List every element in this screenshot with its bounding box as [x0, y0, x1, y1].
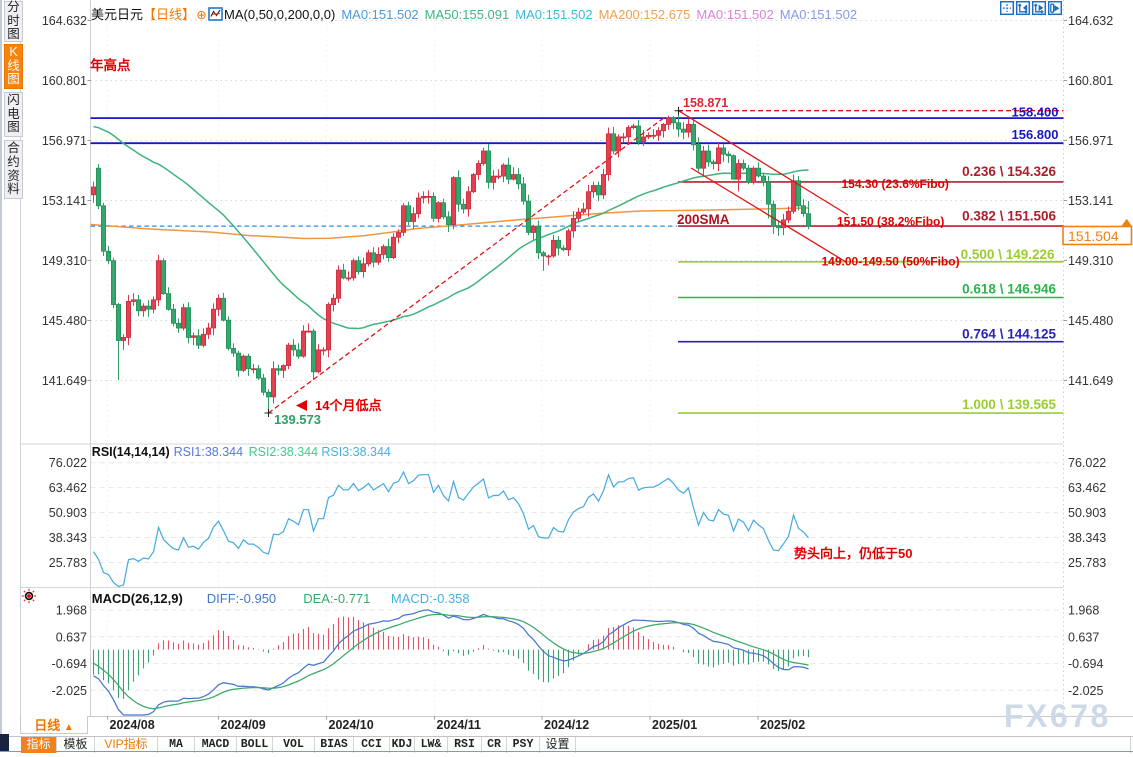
svg-text:DEA:-0.771: DEA:-0.771 [303, 591, 370, 606]
svg-text:-2.025: -2.025 [52, 684, 87, 698]
svg-text:2025/01: 2025/01 [652, 718, 697, 732]
svg-text:0.637: 0.637 [56, 630, 87, 644]
svg-text:0.500 \ 149.226: 0.500 \ 149.226 [961, 247, 1055, 262]
svg-text:2024/12: 2024/12 [544, 718, 589, 732]
svg-text:158.871: 158.871 [683, 96, 728, 110]
svg-text:1.968: 1.968 [1068, 604, 1099, 618]
svg-text:0.236 \ 154.326: 0.236 \ 154.326 [962, 164, 1056, 179]
svg-text:0.637: 0.637 [1068, 630, 1099, 644]
svg-text:2024/08: 2024/08 [110, 718, 155, 732]
svg-text:153.141: 153.141 [42, 194, 87, 208]
svg-text:RSI2:38.344: RSI2:38.344 [249, 445, 319, 459]
svg-text:158.400: 158.400 [1012, 105, 1059, 120]
svg-text:164.632: 164.632 [42, 14, 87, 28]
svg-text:1.000 \ 139.565: 1.000 \ 139.565 [962, 397, 1056, 412]
svg-text:160.801: 160.801 [1068, 74, 1113, 88]
svg-text:38.343: 38.343 [49, 531, 87, 545]
svg-text:76.022: 76.022 [1068, 456, 1106, 470]
svg-text:25.783: 25.783 [49, 556, 87, 570]
svg-text:14个月低点: 14个月低点 [315, 398, 381, 413]
svg-text:0.382 \ 151.506: 0.382 \ 151.506 [962, 209, 1056, 224]
svg-text:25.783: 25.783 [1068, 556, 1106, 570]
svg-text:0.618 \ 146.946: 0.618 \ 146.946 [962, 282, 1056, 297]
svg-text:1.968: 1.968 [56, 604, 87, 618]
svg-text:153.141: 153.141 [1068, 194, 1113, 208]
svg-text:RSI3:38.344: RSI3:38.344 [321, 445, 391, 459]
svg-text:2025/02: 2025/02 [760, 718, 805, 732]
svg-text:141.649: 141.649 [42, 374, 87, 388]
svg-text:DIFF:-0.950: DIFF:-0.950 [207, 591, 276, 606]
svg-text:149.310: 149.310 [42, 254, 87, 268]
svg-text:156.971: 156.971 [1068, 134, 1113, 148]
svg-text:164.632: 164.632 [1068, 14, 1113, 28]
svg-text:151.50 (38.2%Fibo): 151.50 (38.2%Fibo) [837, 214, 944, 228]
svg-text:年高点: 年高点 [90, 57, 131, 73]
svg-text:139.573: 139.573 [274, 412, 321, 427]
svg-text:63.462: 63.462 [1068, 481, 1106, 495]
svg-text:势头向上，仍低于50: 势头向上，仍低于50 [794, 546, 912, 561]
svg-text:-2.025: -2.025 [1068, 684, 1103, 698]
svg-text:151.504: 151.504 [1068, 228, 1119, 244]
svg-text:38.343: 38.343 [1068, 531, 1106, 545]
svg-text:76.022: 76.022 [49, 456, 87, 470]
svg-text:160.801: 160.801 [42, 74, 87, 88]
svg-text:156.971: 156.971 [42, 134, 87, 148]
svg-text:2024/11: 2024/11 [437, 718, 482, 732]
svg-text:141.649: 141.649 [1068, 374, 1113, 388]
svg-text:63.462: 63.462 [49, 481, 87, 495]
svg-text:154.30 (23.6%Fibo): 154.30 (23.6%Fibo) [842, 177, 949, 191]
svg-text:2024/10: 2024/10 [329, 718, 374, 732]
svg-text:156.800: 156.800 [1012, 127, 1059, 142]
svg-text:-0.694: -0.694 [52, 657, 87, 671]
svg-text:MACD(26,12,9): MACD(26,12,9) [92, 591, 183, 606]
svg-text:50.903: 50.903 [1068, 506, 1106, 520]
svg-text:2024/09: 2024/09 [221, 718, 266, 732]
svg-text:50.903: 50.903 [49, 506, 87, 520]
svg-text:MACD:-0.358: MACD:-0.358 [391, 591, 470, 606]
svg-text:0.764 \ 144.125: 0.764 \ 144.125 [962, 327, 1056, 342]
svg-text:149.00-149.50 (50%Fibo): 149.00-149.50 (50%Fibo) [822, 255, 960, 269]
svg-text:RSI(14,14,14): RSI(14,14,14) [92, 445, 170, 459]
svg-text:RSI1:38.344: RSI1:38.344 [174, 445, 244, 459]
svg-text:145.480: 145.480 [42, 314, 87, 328]
svg-text:145.480: 145.480 [1068, 314, 1113, 328]
svg-text:FX678: FX678 [1004, 698, 1111, 734]
svg-text:-0.694: -0.694 [1068, 657, 1103, 671]
svg-text:200SMA: 200SMA [677, 212, 730, 227]
svg-text:149.310: 149.310 [1068, 254, 1113, 268]
